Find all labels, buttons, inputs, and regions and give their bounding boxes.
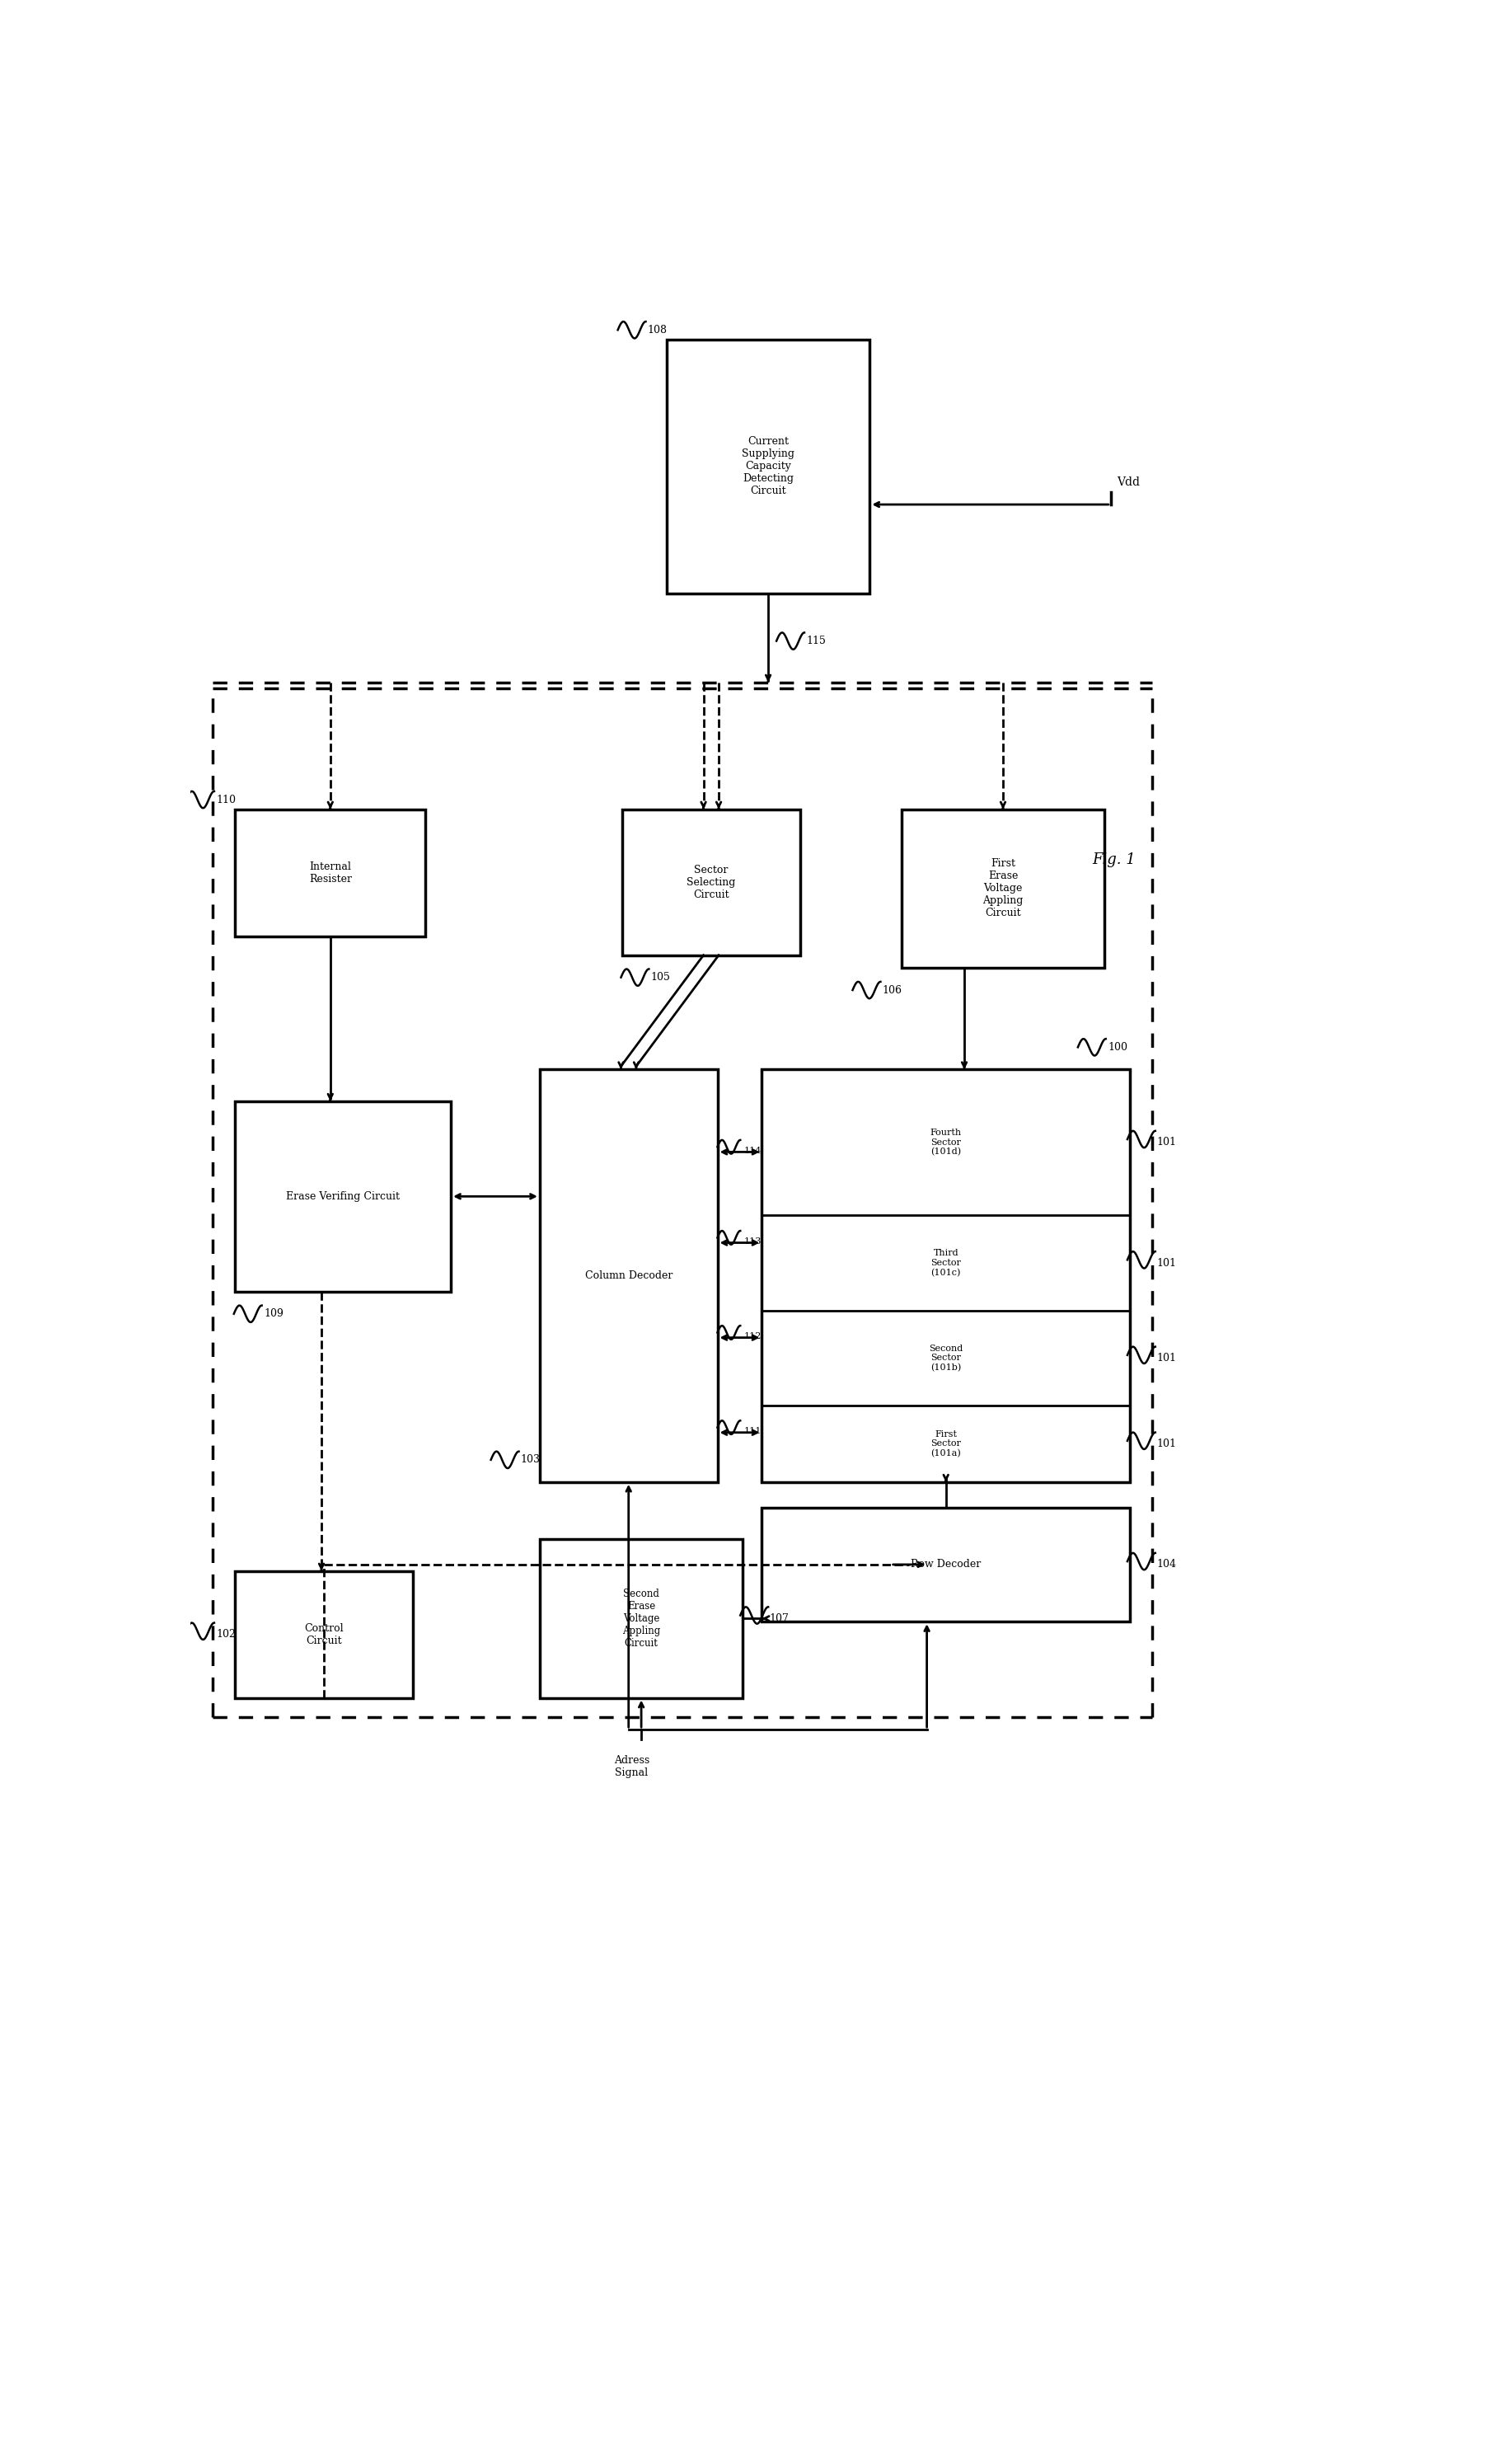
Text: Internal
Resister: Internal Resister bbox=[309, 860, 351, 885]
Text: 103: 103 bbox=[520, 1454, 540, 1466]
Text: 114: 114 bbox=[743, 1146, 761, 1156]
Text: 111: 111 bbox=[743, 1427, 761, 1437]
Text: Adress
Signal: Adress Signal bbox=[613, 1754, 649, 1779]
Text: 108: 108 bbox=[647, 325, 667, 335]
FancyBboxPatch shape bbox=[235, 808, 425, 936]
Text: Second
Sector
(101b): Second Sector (101b) bbox=[928, 1345, 963, 1372]
Text: Second
Erase
Voltage
Appling
Circuit: Second Erase Voltage Appling Circuit bbox=[622, 1589, 659, 1648]
FancyBboxPatch shape bbox=[761, 1508, 1129, 1621]
Text: First
Erase
Voltage
Appling
Circuit: First Erase Voltage Appling Circuit bbox=[982, 857, 1023, 919]
Text: 112: 112 bbox=[743, 1333, 761, 1340]
FancyBboxPatch shape bbox=[235, 1101, 450, 1291]
Text: Column Decoder: Column Decoder bbox=[585, 1271, 673, 1281]
Text: First
Sector
(101a): First Sector (101a) bbox=[930, 1429, 961, 1459]
FancyBboxPatch shape bbox=[540, 1069, 718, 1481]
FancyBboxPatch shape bbox=[235, 1572, 413, 1698]
Text: 101: 101 bbox=[1156, 1353, 1175, 1363]
Text: Fig. 1: Fig. 1 bbox=[1091, 853, 1135, 867]
Text: 113: 113 bbox=[743, 1237, 761, 1247]
Text: 105: 105 bbox=[650, 971, 670, 983]
Text: Third
Sector
(101c): Third Sector (101c) bbox=[930, 1249, 961, 1276]
Text: 110: 110 bbox=[215, 793, 236, 806]
Text: 107: 107 bbox=[768, 1614, 789, 1624]
Text: 100: 100 bbox=[1108, 1042, 1127, 1052]
Text: 101: 101 bbox=[1156, 1136, 1175, 1148]
FancyBboxPatch shape bbox=[667, 340, 869, 594]
FancyBboxPatch shape bbox=[622, 808, 800, 956]
Text: Control
Circuit: Control Circuit bbox=[303, 1624, 344, 1646]
Text: Current
Supplying
Capacity
Detecting
Circuit: Current Supplying Capacity Detecting Cir… bbox=[742, 436, 794, 498]
Text: Sector
Selecting
Circuit: Sector Selecting Circuit bbox=[686, 865, 736, 899]
Text: 104: 104 bbox=[1156, 1560, 1175, 1570]
Text: 102: 102 bbox=[215, 1629, 236, 1639]
FancyBboxPatch shape bbox=[901, 808, 1103, 968]
Text: 101: 101 bbox=[1156, 1439, 1175, 1449]
Text: Vdd: Vdd bbox=[1117, 476, 1139, 488]
FancyBboxPatch shape bbox=[761, 1069, 1129, 1481]
Text: Fourth
Sector
(101d): Fourth Sector (101d) bbox=[930, 1129, 961, 1156]
Text: 101: 101 bbox=[1156, 1257, 1175, 1269]
FancyBboxPatch shape bbox=[540, 1540, 743, 1698]
Text: Row Decoder: Row Decoder bbox=[910, 1560, 981, 1570]
Text: 115: 115 bbox=[806, 636, 825, 646]
Text: 106: 106 bbox=[882, 986, 901, 995]
Text: 109: 109 bbox=[263, 1308, 283, 1318]
Text: Erase Verifing Circuit: Erase Verifing Circuit bbox=[286, 1190, 399, 1202]
